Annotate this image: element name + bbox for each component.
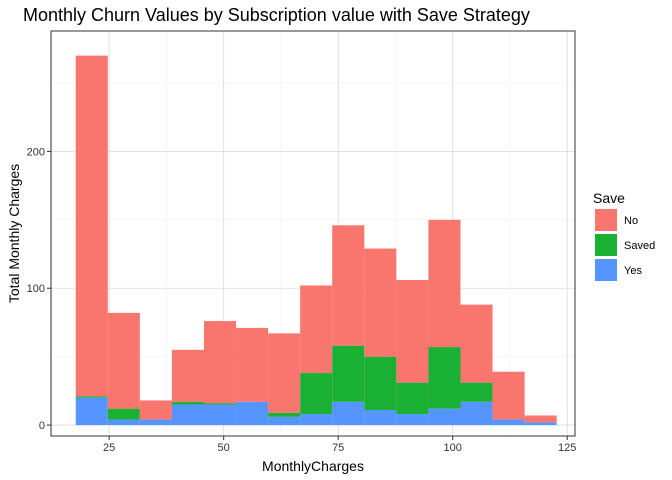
bar-no (428, 219, 461, 348)
bar-saved (300, 373, 333, 415)
bar-no (524, 415, 557, 423)
bar-saved (396, 382, 429, 415)
bar-no (171, 349, 204, 402)
bar-saved (364, 356, 397, 411)
legend-key-no (595, 209, 617, 231)
bar-yes (460, 401, 493, 426)
bar-yes (332, 401, 365, 426)
bar-yes (300, 414, 333, 426)
bar-yes (524, 422, 557, 426)
bar-yes (364, 410, 397, 426)
bar-no (236, 327, 269, 402)
bar-yes (139, 419, 172, 426)
bar-saved (171, 401, 204, 405)
legend-label-no: No (624, 215, 638, 227)
bar-no (364, 248, 397, 357)
x-axis-label: MonthlyCharges (262, 458, 364, 474)
legend-key-saved (595, 234, 617, 256)
chart-title: Monthly Churn Values by Subscription val… (23, 5, 530, 25)
bar-saved (428, 347, 461, 409)
x-tick-label: 125 (558, 442, 576, 454)
plot-area: 25 50 75 100 125 0 100 200 (27, 30, 576, 454)
y-axis-label: Total Monthly Charges (6, 164, 22, 303)
legend-title: Save (593, 190, 625, 206)
x-tick-label: 75 (332, 442, 344, 454)
bar-saved (268, 412, 301, 417)
legend-key-yes (595, 259, 617, 281)
x-tick-label: 100 (444, 442, 462, 454)
x-tick-label: 50 (218, 442, 230, 454)
bar-saved (460, 382, 493, 402)
bar-yes (75, 397, 108, 426)
bar-yes (396, 414, 429, 426)
bar-yes (236, 401, 269, 426)
bar-no (460, 304, 493, 383)
legend-label-saved: Saved (624, 240, 655, 252)
bar-saved (203, 403, 237, 405)
legend-label-yes: Yes (624, 265, 642, 277)
bar-saved (75, 396, 108, 398)
bar-yes (107, 419, 140, 426)
bar-saved (107, 408, 140, 420)
bar-saved (332, 345, 365, 402)
bar-no (107, 312, 140, 409)
bar-yes (171, 404, 204, 426)
bar-yes (203, 404, 237, 426)
y-tick-label: 200 (27, 146, 45, 158)
y-tick-label: 100 (27, 283, 45, 295)
bar-yes (492, 419, 525, 426)
bar-yes (268, 416, 301, 426)
bar-no (75, 55, 108, 397)
panel-border (50, 30, 576, 437)
y-tick-label: 0 (39, 420, 45, 432)
legend: Save No Saved Yes (593, 190, 655, 281)
bar-no (203, 321, 237, 404)
bar-no (139, 400, 172, 420)
x-tick-label: 25 (103, 442, 115, 454)
bar-no (396, 280, 429, 383)
bar-yes (428, 408, 461, 426)
bar-no (300, 285, 333, 374)
bar-no (332, 225, 365, 346)
bar-no (268, 333, 301, 413)
bar-no (492, 371, 525, 420)
